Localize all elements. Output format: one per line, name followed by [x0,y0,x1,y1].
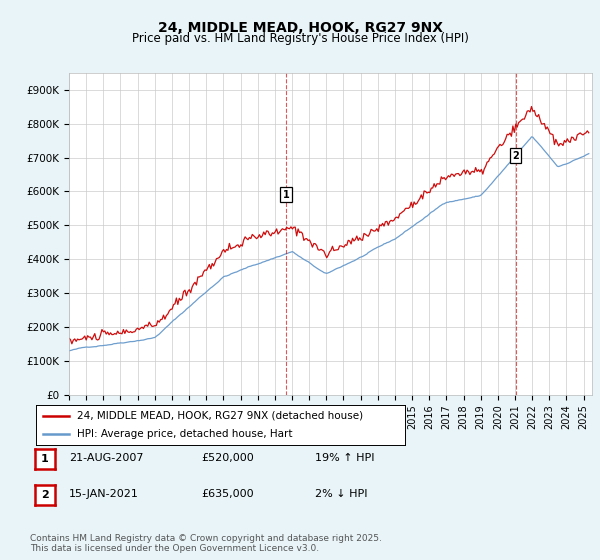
Text: £635,000: £635,000 [201,489,254,499]
Text: 2% ↓ HPI: 2% ↓ HPI [315,489,367,499]
Text: 24, MIDDLE MEAD, HOOK, RG27 9NX: 24, MIDDLE MEAD, HOOK, RG27 9NX [157,21,443,35]
Text: 21-AUG-2007: 21-AUG-2007 [69,453,143,463]
Text: 2: 2 [512,151,519,161]
Text: Contains HM Land Registry data © Crown copyright and database right 2025.
This d: Contains HM Land Registry data © Crown c… [30,534,382,553]
Text: 19% ↑ HPI: 19% ↑ HPI [315,453,374,463]
Text: 24, MIDDLE MEAD, HOOK, RG27 9NX (detached house): 24, MIDDLE MEAD, HOOK, RG27 9NX (detache… [77,411,363,421]
Text: 2: 2 [41,490,49,500]
Text: 15-JAN-2021: 15-JAN-2021 [69,489,139,499]
Text: £520,000: £520,000 [201,453,254,463]
Text: HPI: Average price, detached house, Hart: HPI: Average price, detached house, Hart [77,430,292,439]
Text: 1: 1 [41,454,49,464]
Text: Price paid vs. HM Land Registry's House Price Index (HPI): Price paid vs. HM Land Registry's House … [131,32,469,45]
Text: 1: 1 [283,190,289,200]
